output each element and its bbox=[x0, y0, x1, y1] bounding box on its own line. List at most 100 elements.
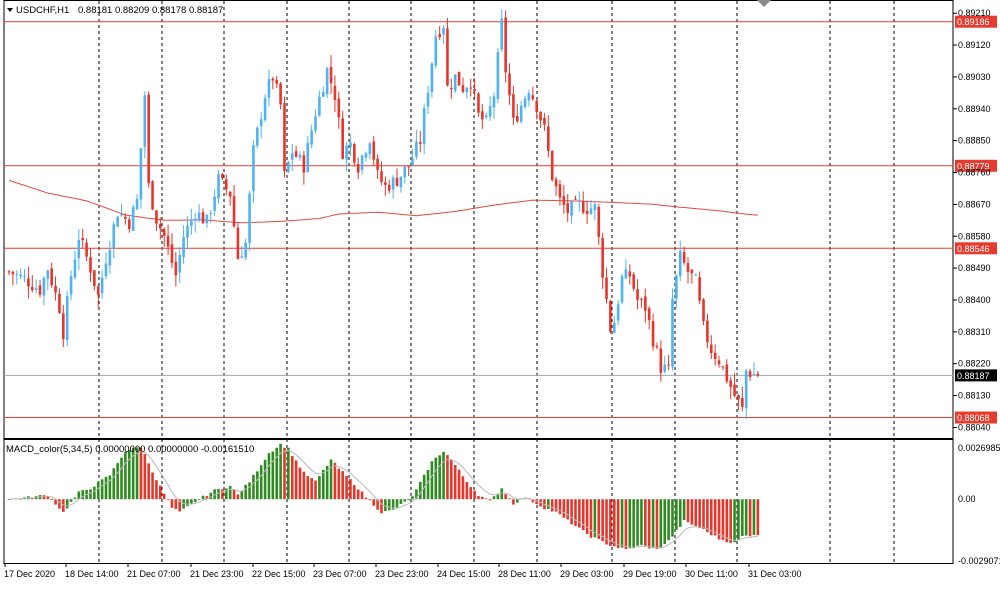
candle-body bbox=[632, 274, 635, 289]
candle-body bbox=[46, 270, 50, 279]
macd-bar bbox=[690, 499, 694, 525]
macd-bar bbox=[252, 474, 255, 500]
candle-body bbox=[453, 74, 457, 91]
candle-body bbox=[104, 263, 108, 277]
macd-bar bbox=[193, 499, 197, 503]
candle-body bbox=[190, 219, 193, 226]
candle-body bbox=[186, 225, 189, 238]
candle-body bbox=[756, 373, 760, 376]
macd-bar bbox=[159, 485, 162, 500]
candle-body bbox=[698, 277, 701, 301]
macd-bar bbox=[744, 499, 748, 536]
macd-bar bbox=[663, 499, 667, 545]
macd-bar bbox=[484, 498, 488, 500]
candle-body bbox=[42, 277, 46, 296]
candle-body bbox=[120, 214, 123, 216]
candle-body bbox=[647, 308, 651, 321]
macd-bar bbox=[46, 496, 50, 500]
candle-body bbox=[329, 67, 333, 84]
candle-body bbox=[612, 322, 616, 333]
macd-bar bbox=[430, 461, 434, 500]
candle-body bbox=[748, 371, 752, 377]
macd-bar bbox=[120, 457, 123, 500]
macd-bar bbox=[240, 491, 244, 500]
price-axis: 0.89210 0.89120 0.89030 0.88940 0.88850 0.887… bbox=[953, 8, 1000, 566]
macd-bar bbox=[593, 499, 597, 538]
macd-bar bbox=[54, 499, 57, 505]
candle-body bbox=[550, 151, 554, 181]
candle-body bbox=[512, 94, 515, 118]
candle-body bbox=[438, 33, 441, 38]
x-tick-label: 24 Dec 15:00 bbox=[437, 569, 491, 579]
macd-bar bbox=[294, 460, 298, 500]
macd-bar bbox=[391, 499, 395, 510]
level-tag bbox=[955, 159, 997, 172]
candle-body bbox=[205, 214, 209, 224]
candle-body bbox=[325, 67, 329, 95]
candle-body bbox=[601, 238, 604, 278]
macd-bar bbox=[702, 499, 705, 530]
macd-bar bbox=[104, 476, 108, 500]
candle-body bbox=[209, 212, 213, 214]
candle-body bbox=[116, 216, 119, 227]
macd-bar bbox=[7, 499, 11, 501]
macd-bar bbox=[508, 498, 511, 500]
macd-bar bbox=[395, 499, 399, 508]
macd-bar bbox=[236, 494, 240, 500]
candle-body bbox=[465, 87, 469, 93]
candle-body bbox=[547, 126, 550, 151]
x-tick-label: 30 Dec 11:00 bbox=[685, 569, 738, 579]
macd-bar bbox=[581, 499, 585, 530]
macd-bar bbox=[259, 465, 263, 500]
candle-body bbox=[178, 255, 182, 273]
candle-body bbox=[139, 148, 143, 200]
candle-body bbox=[170, 244, 174, 263]
macd-bar bbox=[329, 459, 333, 500]
macd-bar bbox=[601, 499, 604, 542]
macd-bar bbox=[605, 499, 608, 545]
macd-bar bbox=[93, 486, 96, 500]
candle-body bbox=[232, 196, 236, 227]
macd-bar bbox=[279, 443, 282, 500]
macd-bar bbox=[461, 476, 465, 500]
candle-body bbox=[287, 161, 290, 172]
macd-bar bbox=[345, 475, 348, 500]
macd-bar bbox=[725, 499, 729, 543]
candle-body bbox=[298, 154, 302, 158]
macd-bar bbox=[314, 480, 317, 500]
macd-bar bbox=[620, 499, 624, 548]
macd-bar bbox=[287, 447, 290, 500]
macd-bar bbox=[124, 451, 127, 500]
macd-bar bbox=[58, 499, 61, 509]
candle-body bbox=[733, 384, 736, 396]
ohlc-values: 0.88181 0.88209 0.88178 0.88187 bbox=[78, 5, 223, 16]
macd-bar bbox=[512, 499, 515, 505]
x-tick-label: 28 Dec 11:00 bbox=[498, 569, 551, 579]
candle-body bbox=[221, 173, 224, 179]
candle-body bbox=[554, 179, 558, 187]
candle-body bbox=[446, 28, 449, 86]
macd-bar bbox=[609, 499, 612, 546]
candle-body bbox=[112, 224, 116, 248]
candle-body bbox=[651, 321, 655, 347]
candle-body bbox=[484, 115, 488, 118]
x-tick-label: 18 Dec 14:00 bbox=[65, 569, 119, 579]
candle-body bbox=[640, 298, 643, 300]
candle-body bbox=[201, 212, 205, 224]
candle-body bbox=[706, 320, 709, 343]
macd-bar bbox=[415, 489, 418, 500]
macd-bar bbox=[248, 482, 251, 500]
macd-bar bbox=[407, 499, 410, 501]
macd-bar bbox=[190, 499, 193, 504]
scroll-marker-icon[interactable] bbox=[757, 0, 771, 7]
candle-body bbox=[248, 193, 251, 243]
candle-body bbox=[442, 27, 445, 35]
symbol-menu-arrow-icon[interactable] bbox=[7, 8, 13, 12]
candle-body bbox=[717, 360, 721, 365]
candle-body bbox=[283, 103, 286, 171]
candle-body bbox=[81, 237, 85, 241]
candle-body bbox=[418, 142, 422, 144]
macd-bar bbox=[96, 481, 100, 500]
